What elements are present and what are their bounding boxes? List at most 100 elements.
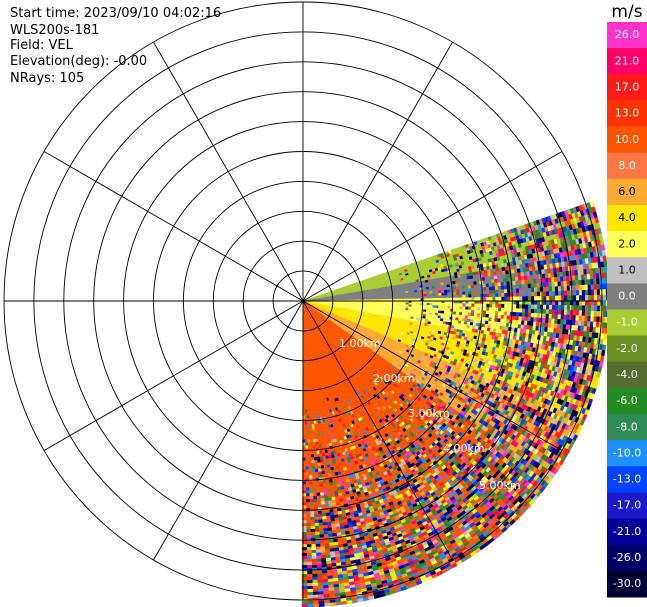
- velocity-cell: [468, 303, 472, 308]
- velocity-cell: [438, 292, 442, 297]
- velocity-cell: [473, 309, 478, 314]
- velocity-cell: [501, 293, 505, 298]
- velocity-cell: [578, 284, 583, 291]
- velocity-cell: [500, 311, 505, 316]
- velocity-cell: [551, 277, 555, 283]
- velocity-cell: [591, 295, 595, 301]
- velocity-cell: [453, 306, 457, 310]
- velocity-cell: [524, 308, 529, 314]
- velocity-cell: [596, 278, 600, 285]
- velocity-cell: [533, 308, 538, 314]
- velocity-cell: [453, 308, 457, 313]
- velocity-cell: [512, 288, 517, 294]
- velocity-cell: [587, 310, 592, 317]
- velocity-cell: [477, 290, 481, 295]
- velocity-cell: [417, 302, 422, 306]
- velocity-cell: [411, 304, 416, 308]
- velocity-cell: [399, 298, 404, 301]
- velocity-cell: [437, 285, 442, 289]
- velocity-cell: [564, 295, 568, 301]
- velocity-cell: [503, 315, 508, 320]
- velocity-cell: [447, 292, 451, 296]
- velocity-cell: [596, 305, 601, 312]
- velocity-cell: [534, 291, 538, 297]
- velocity-cell: [474, 306, 478, 311]
- velocity-cell: [399, 296, 403, 300]
- velocity-cell: [471, 303, 475, 308]
- velocity-cell: [492, 307, 496, 312]
- velocity-cell: [512, 284, 517, 290]
- velocity-cell: [524, 287, 529, 293]
- velocity-cell: [524, 312, 529, 318]
- velocity-cell: [548, 318, 552, 324]
- velocity-cell: [545, 291, 550, 297]
- velocity-cell: [485, 317, 490, 322]
- velocity-cell: [485, 313, 490, 318]
- velocity-cell: [461, 282, 466, 287]
- velocity-cell: [422, 286, 427, 290]
- velocity-cell: [506, 288, 511, 294]
- velocity-cell: [527, 287, 532, 293]
- velocity-cell: [560, 290, 565, 296]
- velocity-cell: [482, 286, 487, 292]
- velocity-cell: [587, 315, 592, 322]
- velocity-cell: [464, 312, 469, 317]
- velocity-cell: [593, 316, 598, 323]
- velocity-cell: [405, 298, 409, 301]
- velocity-cell: [572, 285, 577, 291]
- velocity-cell: [536, 287, 541, 293]
- velocity-cell: [603, 333, 608, 340]
- velocity-cell: [408, 298, 412, 301]
- velocity-cell: [452, 283, 457, 288]
- velocity-cell: [557, 290, 562, 297]
- velocity-cell: [447, 289, 451, 294]
- velocity-cell: [554, 314, 559, 320]
- velocity-cell: [536, 291, 541, 297]
- velocity-cell: [464, 282, 469, 287]
- velocity-cell: [438, 297, 442, 301]
- velocity-cell: [473, 284, 478, 289]
- velocity-cell: [473, 287, 478, 292]
- velocity-cell: [548, 291, 553, 297]
- velocity-cell: [468, 297, 472, 301]
- velocity-cell: [522, 304, 526, 310]
- velocity-cell: [444, 303, 448, 307]
- velocity-cell: [467, 288, 472, 292]
- instrument-name: WLS200s-181: [10, 23, 100, 38]
- velocity-cell: [503, 289, 508, 294]
- velocity-cell: [470, 312, 475, 317]
- velocity-cell: [542, 309, 547, 315]
- velocity-cell: [522, 296, 526, 301]
- velocity-cell: [515, 288, 520, 294]
- velocity-cell: [516, 304, 520, 309]
- velocity-cell: [464, 315, 469, 320]
- velocity-cell: [440, 310, 445, 314]
- velocity-cell: [494, 286, 499, 291]
- velocity-cell: [426, 298, 430, 301]
- velocity-cell: [375, 297, 380, 300]
- velocity-cell: [557, 286, 562, 292]
- velocity-cell: [563, 285, 568, 292]
- velocity-cell: [566, 285, 571, 292]
- velocity-cell: [423, 298, 427, 301]
- velocity-cell: [444, 297, 448, 302]
- velocity-cell: [545, 282, 550, 288]
- velocity-cell: [492, 303, 496, 308]
- velocity-cell: [435, 302, 439, 306]
- velocity-cell: [414, 302, 419, 306]
- velocity-cell: [557, 309, 562, 315]
- velocity-cell: [504, 304, 508, 309]
- velocity-cell: [497, 311, 502, 316]
- velocity-cell: [396, 298, 401, 301]
- velocity-cell: [542, 282, 547, 288]
- velocity-cell: [578, 290, 583, 296]
- velocity-cell: [462, 306, 466, 310]
- velocity-cell: [534, 304, 538, 310]
- velocity-cell: [498, 307, 502, 312]
- velocity-cell: [494, 282, 499, 287]
- velocity-cell: [468, 306, 472, 311]
- velocity-cell: [486, 303, 490, 308]
- velocity-cell: [533, 313, 538, 319]
- velocity-cell: [495, 304, 499, 309]
- velocity-cell: [567, 295, 571, 301]
